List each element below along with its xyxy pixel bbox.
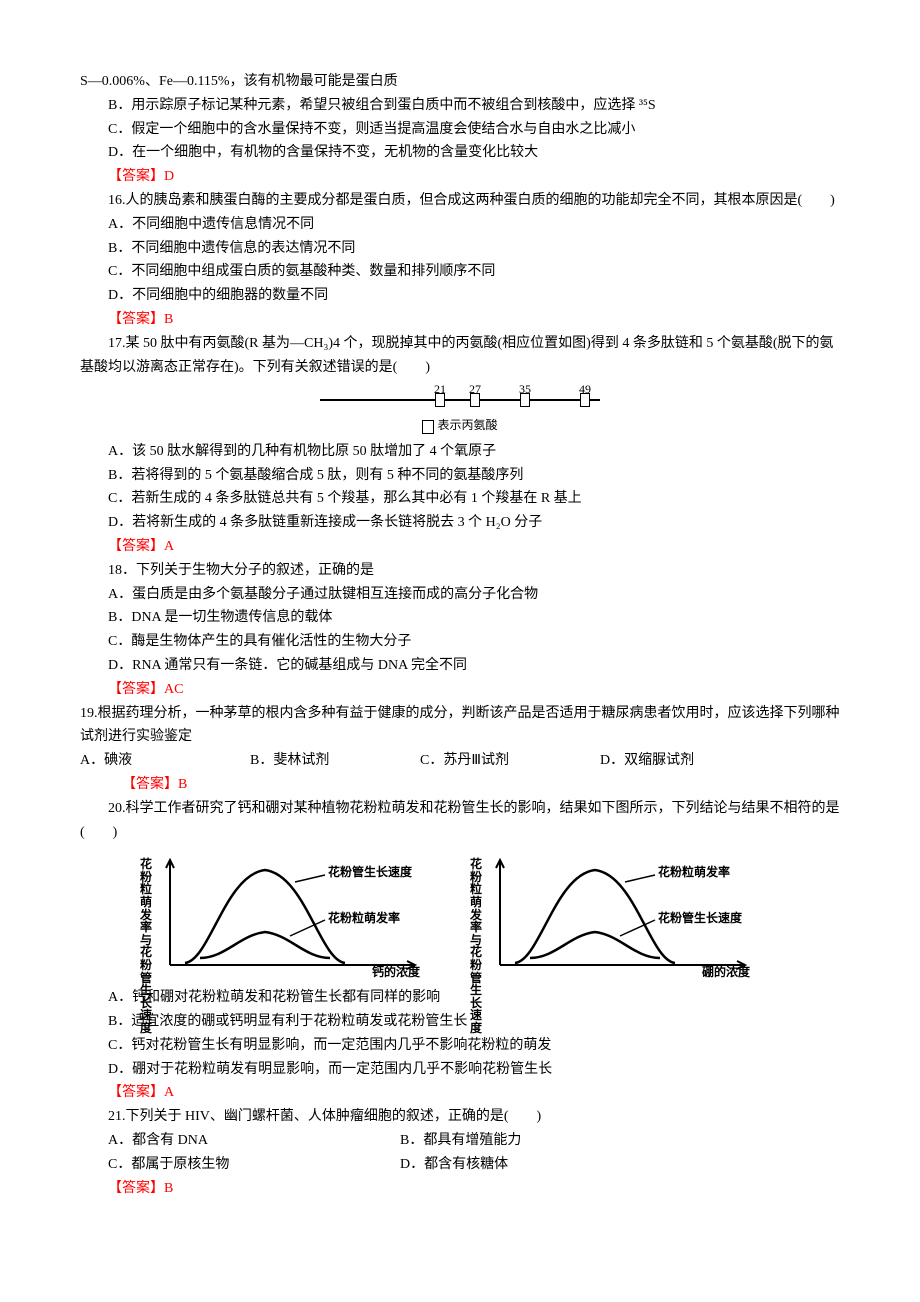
- q15-stem-tail: S—0.006%、Fe—0.115%，该有机物最可能是蛋白质: [80, 70, 840, 94]
- q17-legend-box: [422, 420, 434, 434]
- q16-answer: 【答案】B: [80, 308, 840, 332]
- q16-opt-a: A．不同细胞中遗传信息情况不同: [80, 213, 840, 237]
- q16-opt-d: D．不同细胞中的细胞器的数量不同: [80, 284, 840, 308]
- q20-c2-outer-label: 花粉粒萌发率: [658, 862, 730, 882]
- q17-mark-4: [580, 393, 590, 407]
- q18-stem: 18．下列关于生物大分子的叙述，正确的是: [80, 559, 840, 583]
- q16-opt-c: C．不同细胞中组成蛋白质的氨基酸种类、数量和排列顺序不同: [80, 260, 840, 284]
- q21-answer: 【答案】B: [80, 1177, 840, 1201]
- q20-c1-inner-label: 花粉粒萌发率: [328, 908, 400, 928]
- q19-opt-c: C．苏丹Ⅲ试剂: [420, 749, 600, 773]
- q17-legend: 表示丙氨酸: [80, 415, 840, 435]
- q17-mark-1: [435, 393, 445, 407]
- q20-c2-xlabel: 硼的浓度: [702, 962, 750, 982]
- q21-opt-d: D．都含有核糖体: [400, 1153, 508, 1177]
- q15-opt-b: B．用示踪原子标记某种元素，希望只被组合到蛋白质中而不被组合到核酸中，应选择 ³…: [80, 94, 840, 118]
- q20-charts: 花粉粒萌发率与花粉管生长速度 花粉管生长速度 花粉粒萌发率 钙的浓度 花粉粒萌发…: [140, 850, 840, 980]
- q20-opt-a: A．钙和硼对花粉粒萌发和花粉管生长都有同样的影响: [80, 986, 840, 1010]
- q21-opt-a: A．都含有 DNA: [80, 1129, 400, 1153]
- q17-opt-a: A．该 50 肽水解得到的几种有机物比原 50 肽增加了 4 个氧原子: [80, 440, 840, 464]
- q17-stem: 17.某 50 肽中有丙氨酸(R 基为—CH₃)4 个，现脱掉其中的丙氨酸(相应…: [80, 332, 840, 380]
- q20-stem: 20.科学工作者研究了钙和硼对某种植物花粉粒萌发和花粉管生长的影响，结果如下图所…: [80, 797, 840, 845]
- q15-opt-d: D．在一个细胞中，有机物的含量保持不变，无机物的含量变化比较大: [80, 141, 840, 165]
- q21-opt-c: C．都属于原核生物: [80, 1153, 400, 1177]
- q18-opt-d: D．RNA 通常只有一条链．它的碱基组成与 DNA 完全不同: [80, 654, 840, 678]
- q17-diagram: 21 27 35 49: [80, 383, 840, 411]
- q17-opt-d: D．若将新生成的 4 条多肽链重新连接成一条长链将脱去 3 个 H₂O 分子: [80, 511, 840, 535]
- q19-opt-b: B．斐林试剂: [250, 749, 420, 773]
- q17-opt-b: B．若将得到的 5 个氨基酸缩合成 5 肽，则有 5 种不同的氨基酸序列: [80, 464, 840, 488]
- q20-c1-outer-label: 花粉管生长速度: [328, 862, 412, 882]
- q19-opt-a: A．碘液: [80, 749, 250, 773]
- q16-stem: 16.人的胰岛素和胰蛋白酶的主要成分都是蛋白质，但合成这两种蛋白质的细胞的功能却…: [80, 189, 840, 213]
- q20-c1-xlabel: 钙的浓度: [372, 962, 420, 982]
- q20-opt-c: C．钙对花粉管生长有明显影响，而一定范围内几乎不影响花粉粒的萌发: [80, 1034, 840, 1058]
- q19-stem: 19.根据药理分析，一种茅草的根内含多种有益于健康的成分，判断该产品是否适用于糖…: [80, 702, 840, 750]
- q21-row-ab: A．都含有 DNA B．都具有增殖能力: [80, 1129, 840, 1153]
- q21-stem: 21.下列关于 HIV、幽门螺杆菌、人体肿瘤细胞的叙述，正确的是( ): [80, 1105, 840, 1129]
- q17-legend-text: 表示丙氨酸: [437, 418, 497, 432]
- q19-answer: 【答案】B: [80, 773, 840, 797]
- q15-opt-c: C．假定一个细胞中的含水量保持不变，则适当提高温度会使结合水与自由水之比减小: [80, 118, 840, 142]
- q18-opt-c: C．酶是生物体产生的具有催化活性的生物大分子: [80, 630, 840, 654]
- q20-opt-b: B．适宜浓度的硼或钙明显有利于花粉粒萌发或花粉管生长: [80, 1010, 840, 1034]
- q21-row-cd: C．都属于原核生物 D．都含有核糖体: [80, 1153, 840, 1177]
- q16-opt-b: B．不同细胞中遗传信息的表达情况不同: [80, 237, 840, 261]
- q20-opt-d: D．硼对于花粉粒萌发有明显影响，而一定范围内几乎不影响花粉管生长: [80, 1058, 840, 1082]
- q17-opt-c: C．若新生成的 4 条多肽链总共有 5 个羧基，那么其中必有 1 个羧基在 R …: [80, 487, 840, 511]
- q21-opt-b: B．都具有增殖能力: [400, 1129, 521, 1153]
- q18-opt-b: B．DNA 是一切生物遗传信息的载体: [80, 606, 840, 630]
- q15-answer: 【答案】D: [80, 165, 840, 189]
- q20-answer: 【答案】A: [80, 1081, 840, 1105]
- q17-answer: 【答案】A: [80, 535, 840, 559]
- q18-answer: 【答案】AC: [80, 678, 840, 702]
- q17-mark-3: [520, 393, 530, 407]
- q20-chart-calcium: 花粉粒萌发率与花粉管生长速度 花粉管生长速度 花粉粒萌发率 钙的浓度: [140, 850, 430, 980]
- q20-c2-inner-label: 花粉管生长速度: [658, 908, 742, 928]
- q19-opt-d: D．双缩脲试剂: [600, 749, 694, 773]
- q18-opt-a: A．蛋白质是由多个氨基酸分子通过肽键相互连接而成的高分子化合物: [80, 583, 840, 607]
- q19-options: A．碘液 B．斐林试剂 C．苏丹Ⅲ试剂 D．双缩脲试剂: [80, 749, 840, 773]
- q17-mark-2: [470, 393, 480, 407]
- q20-chart-boron: 花粉粒萌发率与花粉管生长速度 花粉粒萌发率 花粉管生长速度 硼的浓度: [470, 850, 760, 980]
